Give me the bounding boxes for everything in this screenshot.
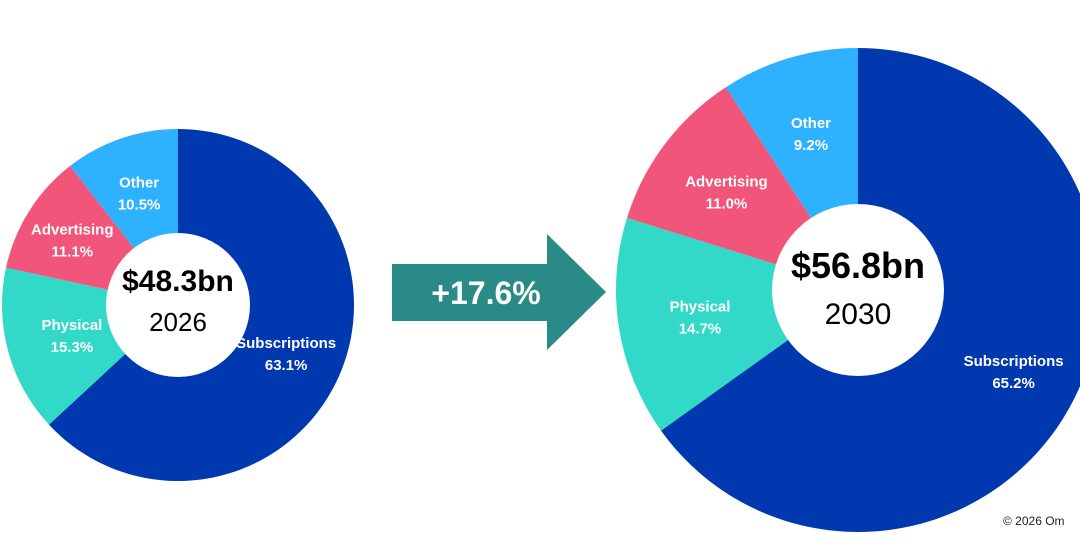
center-year-2030: 2030 (825, 298, 892, 331)
growth-arrow: +17.6% (392, 234, 606, 350)
slice-label-advertising-2026: Advertising (31, 221, 114, 238)
copyright-notice: © 2026 Om (1003, 514, 1065, 528)
slice-label-physical-2030: Physical (670, 298, 731, 315)
donut-hole-2026 (106, 233, 250, 377)
slice-value-other-2026: 10.5% (118, 196, 161, 213)
slice-label-subscriptions-2030: Subscriptions (964, 353, 1064, 370)
donut-chart-2030: Subscriptions 65.2% Physical 14.7% Advertisi… (615, 48, 1080, 532)
slice-label-advertising-2030: Advertising (685, 173, 768, 190)
slice-label-physical-2026: Physical (41, 317, 102, 334)
slice-value-advertising-2026: 11.1% (51, 243, 93, 260)
slice-label-other-2030: Other (791, 115, 831, 132)
slice-value-subscriptions-2030: 65.2% (992, 375, 1035, 392)
slice-physical-2030 (615, 217, 858, 431)
slice-label-other-2026: Other (119, 174, 159, 191)
center-year-2026: 2026 (149, 307, 207, 337)
center-total-2026: $48.3bn (122, 265, 234, 298)
slice-label-subscriptions-2026: Subscriptions (236, 335, 336, 352)
slice-value-physical-2026: 15.3% (51, 339, 94, 356)
center-total-2030: $56.8bn (791, 245, 925, 286)
slice-value-physical-2030: 14.7% (679, 320, 722, 337)
growth-arrow-shape (392, 234, 606, 350)
slice-value-other-2030: 9.2% (794, 137, 828, 154)
donut-chart-2026: Subscriptions 63.1% Physical 15.3% Advertisi… (2, 129, 355, 481)
slice-value-advertising-2030: 11.0% (706, 195, 748, 212)
donut-hole-2030 (772, 204, 944, 376)
growth-label: +17.6% (431, 275, 540, 311)
slice-value-subscriptions-2026: 63.1% (265, 357, 308, 374)
